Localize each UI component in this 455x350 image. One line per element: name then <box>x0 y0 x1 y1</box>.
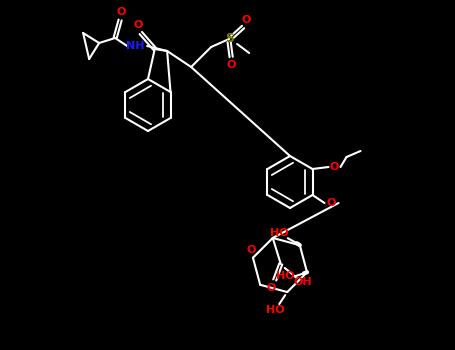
Text: HO: HO <box>270 228 289 238</box>
Text: O: O <box>266 283 275 293</box>
Text: O: O <box>133 20 142 30</box>
Text: S: S <box>225 33 233 46</box>
Text: O: O <box>116 7 126 17</box>
Text: HO: HO <box>266 305 284 315</box>
Text: NH: NH <box>126 41 144 51</box>
Text: OH: OH <box>293 277 312 287</box>
Text: O: O <box>330 162 339 172</box>
Text: O: O <box>246 245 256 255</box>
Text: O: O <box>227 60 236 70</box>
Text: O: O <box>242 15 251 25</box>
Text: HO: HO <box>276 271 294 281</box>
Text: O: O <box>327 198 336 208</box>
